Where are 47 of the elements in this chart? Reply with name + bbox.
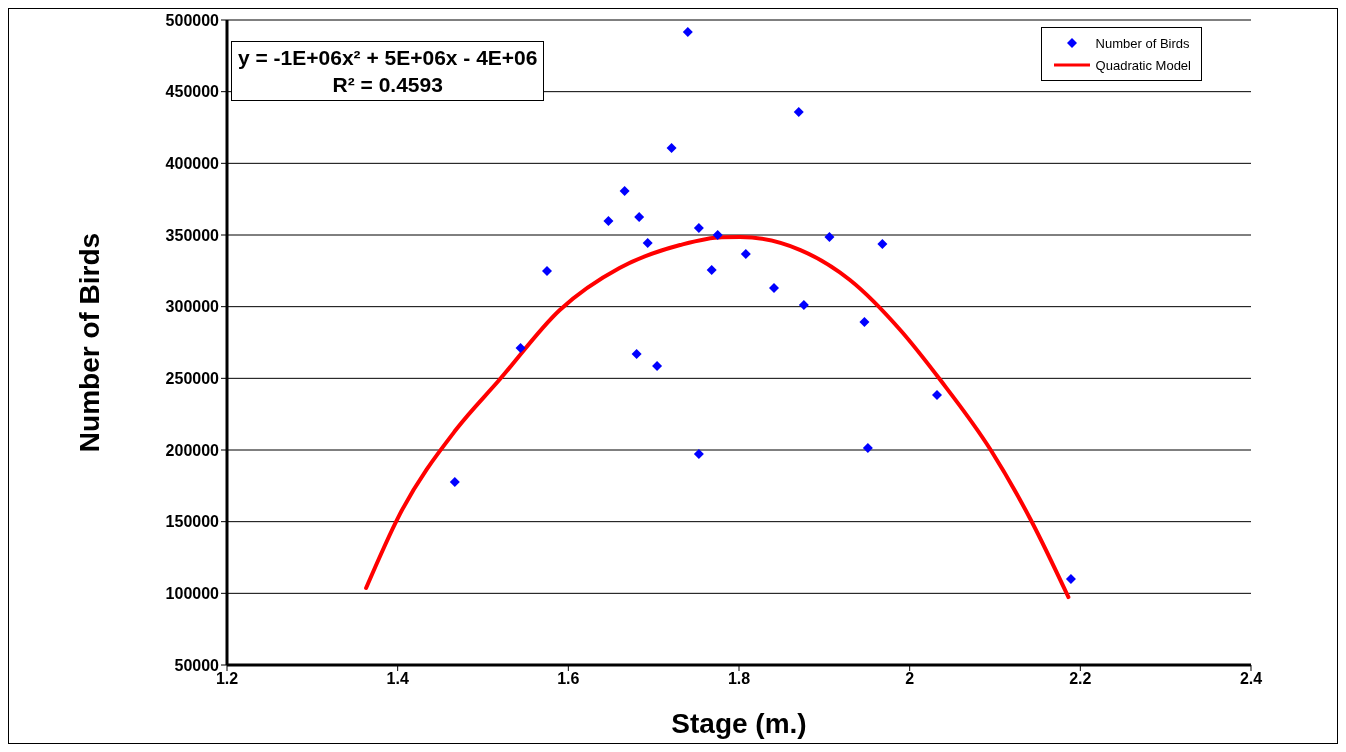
point [693,449,704,460]
x-tick-label: 2.4 [1239,670,1263,688]
annotation: y = -1E+06x² + 5E+06x - 4E+06 [238,45,538,71]
point [877,239,888,250]
point [706,264,717,275]
point [666,143,677,153]
y-tick-label: 400000 [165,155,220,173]
point [682,27,693,38]
point [603,215,614,226]
point [862,442,873,453]
point [619,186,630,196]
point [824,232,835,243]
point [798,299,809,310]
point [515,342,526,353]
point [740,249,751,260]
x-tick-label: 1.4 [386,670,409,688]
x-tick-label: 1.8 [727,670,751,688]
x-tick-label: 2.2 [1069,670,1092,688]
y-tick-label: 200000 [165,441,220,459]
point [634,211,645,222]
y-tick-label: 500000 [165,11,220,29]
point [652,361,663,372]
x-tick-label: 1.6 [557,670,580,688]
point [693,222,704,233]
point [931,389,942,400]
y-tick-label: 250000 [165,370,220,388]
y-tick-label: 350000 [165,226,220,244]
point [642,238,653,249]
point [859,317,870,327]
point [793,107,804,118]
y-tick-label: 100000 [165,585,220,603]
x-axis-title: Stage (m.) [671,708,807,739]
y-tick-label: 450000 [165,83,220,101]
annotation: R² = 0.4593 [331,72,444,98]
legend-label: Number of Birds [1095,35,1190,51]
x-tick-label: 2 [905,670,915,688]
x-tick-label: 1.2 [215,670,239,688]
point [449,476,460,487]
y-tick-label: 150000 [165,513,220,531]
point [1065,574,1076,584]
point [768,283,779,294]
point [712,230,723,240]
y-tick-label: 300000 [165,298,220,316]
legend-label: Quadratic Model [1095,57,1191,73]
point [542,265,552,276]
point [631,349,642,360]
y-axis-title: Number of Birds [73,232,105,453]
